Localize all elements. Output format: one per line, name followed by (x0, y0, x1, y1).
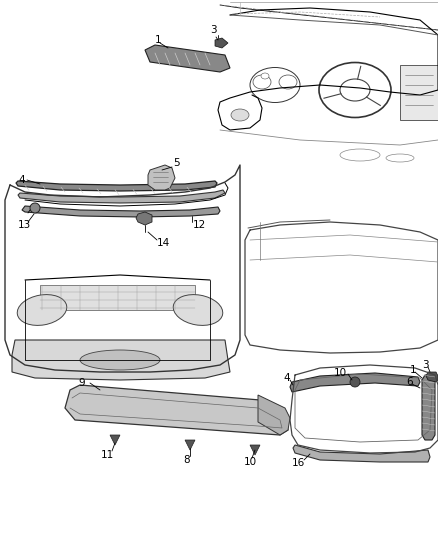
Text: 3: 3 (422, 360, 428, 370)
Text: 13: 13 (18, 220, 31, 230)
Polygon shape (12, 340, 230, 380)
Polygon shape (422, 375, 435, 440)
Ellipse shape (250, 68, 300, 102)
Polygon shape (65, 385, 288, 435)
Text: 6: 6 (407, 377, 413, 387)
Ellipse shape (340, 79, 370, 101)
Text: 5: 5 (174, 158, 180, 168)
Polygon shape (258, 395, 290, 435)
Polygon shape (215, 38, 228, 48)
Text: 10: 10 (244, 457, 257, 467)
Text: 4: 4 (283, 373, 290, 383)
Polygon shape (290, 373, 420, 392)
Polygon shape (40, 285, 195, 310)
Polygon shape (145, 45, 230, 72)
Polygon shape (110, 435, 120, 445)
Text: 10: 10 (333, 368, 346, 378)
Text: 1: 1 (410, 365, 416, 375)
Ellipse shape (261, 73, 269, 79)
Circle shape (350, 377, 360, 387)
Ellipse shape (319, 62, 391, 117)
Text: 4: 4 (18, 175, 25, 185)
Circle shape (30, 203, 40, 213)
Ellipse shape (386, 154, 414, 162)
Text: 3: 3 (210, 25, 216, 35)
Polygon shape (16, 181, 217, 191)
Text: 12: 12 (193, 220, 206, 230)
Text: 16: 16 (292, 458, 305, 468)
Polygon shape (148, 165, 175, 190)
Ellipse shape (173, 295, 223, 326)
Ellipse shape (279, 75, 297, 89)
Text: 1: 1 (155, 35, 161, 45)
Polygon shape (18, 190, 225, 203)
Text: 11: 11 (100, 450, 113, 460)
Text: 14: 14 (157, 238, 170, 248)
Polygon shape (426, 372, 438, 382)
Polygon shape (400, 65, 438, 120)
Polygon shape (22, 206, 220, 217)
Ellipse shape (253, 75, 271, 89)
Polygon shape (136, 212, 152, 225)
Text: 9: 9 (79, 378, 85, 388)
Text: 8: 8 (184, 455, 191, 465)
Ellipse shape (80, 350, 160, 370)
Polygon shape (185, 440, 195, 450)
Ellipse shape (231, 109, 249, 121)
Ellipse shape (340, 149, 380, 161)
Polygon shape (293, 445, 430, 462)
Polygon shape (250, 445, 260, 455)
Ellipse shape (17, 295, 67, 326)
